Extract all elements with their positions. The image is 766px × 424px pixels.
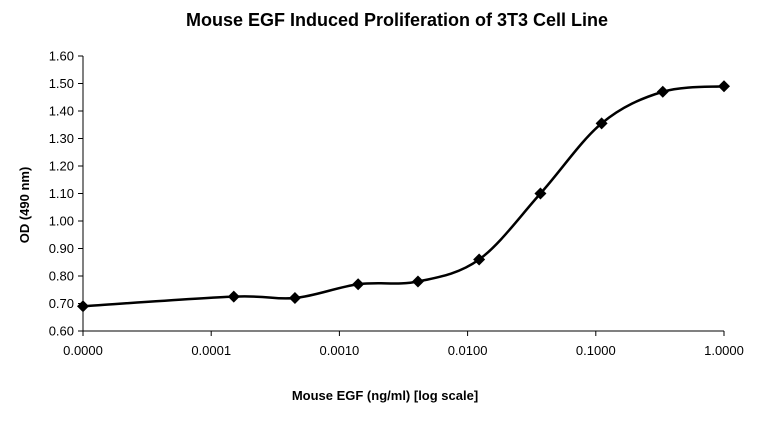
y-ticks: 0.60 0.70 0.80 0.90 1.00 1.10 1.20 1.30 1.40 1.50…: [49, 49, 83, 339]
data-point: [352, 278, 365, 291]
series: [77, 80, 730, 313]
data-point: [595, 117, 608, 130]
x-ticks: 0.0000 0.0001 0.0010 0.0100 0.1000 1.0000: [63, 331, 744, 358]
data-point: [718, 80, 730, 93]
y-tick-label: 0.80: [49, 269, 74, 284]
x-tick-label: 0.0001: [191, 343, 231, 358]
y-tick-label: 1.40: [49, 104, 74, 119]
y-tick-label: 1.60: [49, 49, 74, 64]
series-line: [82, 85, 725, 308]
data-point: [656, 85, 669, 98]
data-point: [534, 187, 547, 200]
data-point: [473, 253, 486, 266]
x-tick-label: 0.0000: [63, 343, 103, 358]
x-axis-label: Mouse EGF (ng/ml) [log scale]: [292, 388, 478, 403]
axes: [82, 56, 724, 332]
x-tick-label: 0.0010: [320, 343, 360, 358]
data-point: [77, 300, 89, 313]
y-tick-label: 1.30: [49, 131, 74, 146]
y-tick-label: 0.90: [49, 241, 74, 256]
data-point: [288, 292, 301, 304]
x-tick-label: 1.0000: [704, 343, 744, 358]
y-tick-label: 1.10: [49, 186, 74, 201]
data-point: [411, 275, 424, 288]
x-tick-label: 0.0100: [448, 343, 488, 358]
y-tick-label: 0.60: [49, 324, 74, 339]
chart-title: Mouse EGF Induced Proliferation of 3T3 C…: [186, 10, 608, 30]
data-point: [227, 290, 240, 303]
y-tick-label: 1.50: [49, 76, 74, 91]
y-tick-label: 0.70: [49, 296, 74, 311]
y-tick-label: 1.20: [49, 159, 74, 174]
y-axis-label: OD (490 nm): [17, 167, 32, 244]
y-tick-label: 1.00: [49, 214, 74, 229]
x-tick-label: 0.1000: [576, 343, 616, 358]
